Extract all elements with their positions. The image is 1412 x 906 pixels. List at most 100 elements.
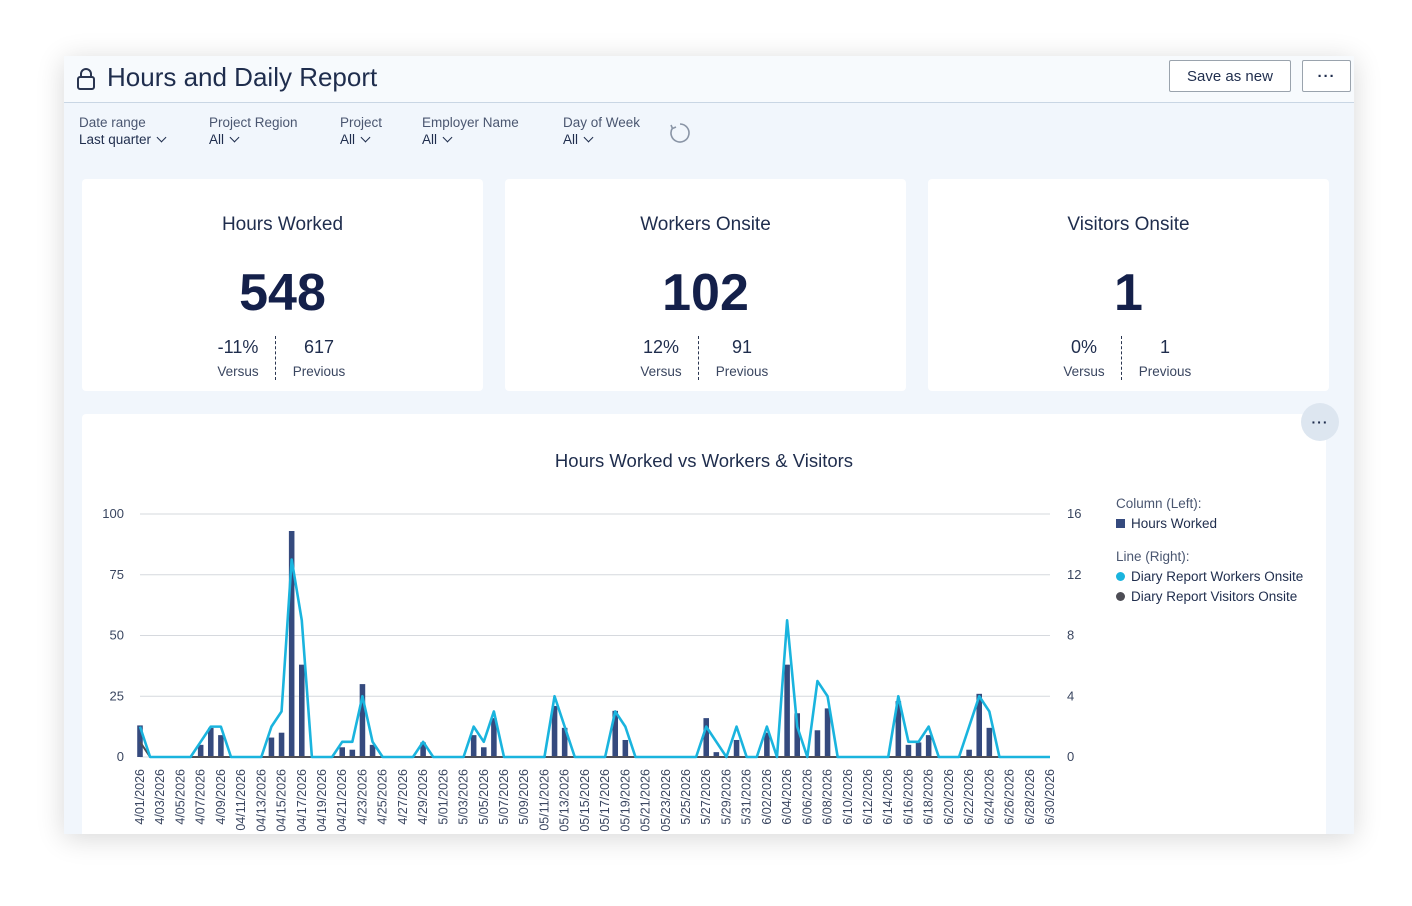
x-tick-label: 6/02/2026 <box>760 769 774 825</box>
kpi-versus-value: 0% <box>1070 337 1097 357</box>
kpi-versus-value: -11% <box>217 337 259 357</box>
kpi-card-visitors-onsite: Visitors Onsite 1 0% Versus 1 Previous <box>928 179 1329 391</box>
filter-value: All <box>563 132 579 147</box>
report-window: Hours and Daily Report Save as new ··· D… <box>64 56 1354 834</box>
bar <box>207 727 214 757</box>
legend-item-hours-worked[interactable]: Hours Worked <box>1116 516 1303 531</box>
x-tick-label: 04/19/2026 <box>315 769 329 832</box>
x-tick-label: 6/04/2026 <box>780 769 794 825</box>
kpi-previous-label: Previous <box>1138 364 1192 379</box>
filter-date-range[interactable]: Date range Last quarter <box>79 114 167 148</box>
chevron-down-icon <box>583 132 594 143</box>
bar <box>349 749 356 757</box>
kpi-value: 1 <box>1114 264 1143 322</box>
filter-day-of-week[interactable]: Day of Week All <box>563 114 640 148</box>
bar <box>359 684 366 757</box>
more-options-button[interactable]: ··· <box>1302 60 1351 92</box>
y-right-tick-label: 0 <box>1067 749 1074 764</box>
bar <box>824 708 831 757</box>
series-line-visitors <box>139 741 1050 758</box>
kpi-versus-value: 12% <box>642 337 680 357</box>
legend-item-visitors-onsite[interactable]: Diary Report Visitors Onsite <box>1116 589 1303 604</box>
legend-label: Diary Report Workers Onsite <box>1131 569 1304 584</box>
y-left-tick-label: 50 <box>110 628 124 643</box>
kpi-card-hours-worked: Hours Worked 548 -11% Versus 617 Previou… <box>82 179 483 391</box>
chart-legend: Column (Left): Hours Worked Line (Right)… <box>1116 496 1303 609</box>
kpi-versus-label: Versus <box>640 364 682 379</box>
kpi-previous: 1 Previous <box>1105 337 1225 379</box>
x-tick-label: 5/01/2026 <box>436 769 450 825</box>
bar <box>268 737 275 757</box>
x-tick-label: 4/27/2026 <box>396 769 410 825</box>
lock-icon <box>77 68 95 90</box>
bar <box>218 735 224 757</box>
x-tick-label: 6/08/2026 <box>821 769 835 825</box>
kpi-previous-label: Previous <box>715 364 769 379</box>
bar <box>764 732 770 757</box>
bar <box>197 744 204 757</box>
x-tick-label: 6/16/2026 <box>901 769 915 825</box>
kpi-previous-label: Previous <box>292 364 346 379</box>
y-right-tick-label: 16 <box>1067 506 1081 521</box>
filter-value: All <box>209 132 225 147</box>
y-right-tick-label: 8 <box>1067 628 1074 643</box>
x-tick-label: 6/12/2026 <box>861 769 875 825</box>
x-tick-label: 6/20/2026 <box>942 769 956 825</box>
kpi-value: 102 <box>662 264 749 322</box>
x-tick-label: 5/27/2026 <box>699 769 713 825</box>
y-left-tick-label: 0 <box>117 749 124 764</box>
bar <box>561 727 568 757</box>
x-tick-label: 04/15/2026 <box>275 769 289 832</box>
bar <box>288 531 295 757</box>
x-tick-label: 6/30/2026 <box>1043 769 1057 825</box>
kpi-previous: 91 Previous <box>682 337 802 379</box>
filter-label: Project Region <box>209 115 298 130</box>
bar <box>278 732 285 757</box>
legend-item-workers-onsite[interactable]: Diary Report Workers Onsite <box>1116 569 1303 584</box>
chevron-down-icon <box>442 132 453 143</box>
x-tick-label: 4/03/2026 <box>153 769 167 825</box>
bar <box>612 710 619 757</box>
x-tick-label: 6/14/2026 <box>881 769 895 825</box>
x-tick-label: 5/07/2026 <box>497 769 511 825</box>
chevron-down-icon <box>229 132 240 143</box>
y-right-tick-label: 4 <box>1067 688 1074 703</box>
x-tick-label: 5/25/2026 <box>679 769 693 825</box>
filter-value: All <box>422 132 438 147</box>
filter-value: All <box>340 132 356 147</box>
x-tick-label: 05/13/2026 <box>558 769 572 832</box>
filter-project-region[interactable]: Project Region All <box>209 114 298 148</box>
report-header: Hours and Daily Report Save as new ··· <box>64 56 1354 103</box>
x-tick-label: 04/17/2026 <box>295 769 309 832</box>
chevron-down-icon <box>156 132 167 143</box>
bar <box>480 747 487 757</box>
legend-label: Diary Report Visitors Onsite <box>1131 589 1298 604</box>
kpi-card-workers-onsite: Workers Onsite 102 12% Versus 91 Previou… <box>505 179 906 391</box>
x-tick-label: 05/19/2026 <box>618 769 632 832</box>
kpi-divider <box>1121 336 1122 380</box>
save-as-new-button[interactable]: Save as new <box>1169 60 1291 92</box>
series-line-workers <box>138 558 1050 759</box>
y-left-tick-label: 25 <box>110 688 124 703</box>
x-tick-label: 6/18/2026 <box>922 769 936 825</box>
x-tick-label: 04/11/2026 <box>234 769 248 831</box>
refresh-icon[interactable] <box>669 122 691 144</box>
x-tick-label: 6/06/2026 <box>800 769 814 825</box>
y-left-tick-label: 100 <box>102 506 124 521</box>
kpi-divider <box>698 336 699 380</box>
chevron-down-icon <box>360 132 371 143</box>
chart-more-options-button[interactable]: ··· <box>1301 403 1339 441</box>
legend-swatch-square <box>1116 519 1125 528</box>
filter-value: Last quarter <box>79 132 152 147</box>
kpi-previous: 617 Previous <box>259 337 379 379</box>
x-tick-label: 6/28/2026 <box>1023 769 1037 825</box>
kpi-versus: 12% Versus <box>601 337 721 379</box>
legend-line-heading: Line (Right): <box>1116 549 1190 564</box>
filter-project[interactable]: Project All <box>340 114 382 148</box>
filter-employer-name[interactable]: Employer Name All <box>422 114 519 148</box>
x-tick-label: 4/09/2026 <box>214 769 228 825</box>
y-left-tick-label: 75 <box>110 567 124 582</box>
x-tick-label: 04/21/2026 <box>335 769 349 832</box>
bar <box>298 664 305 757</box>
bar <box>703 718 710 757</box>
